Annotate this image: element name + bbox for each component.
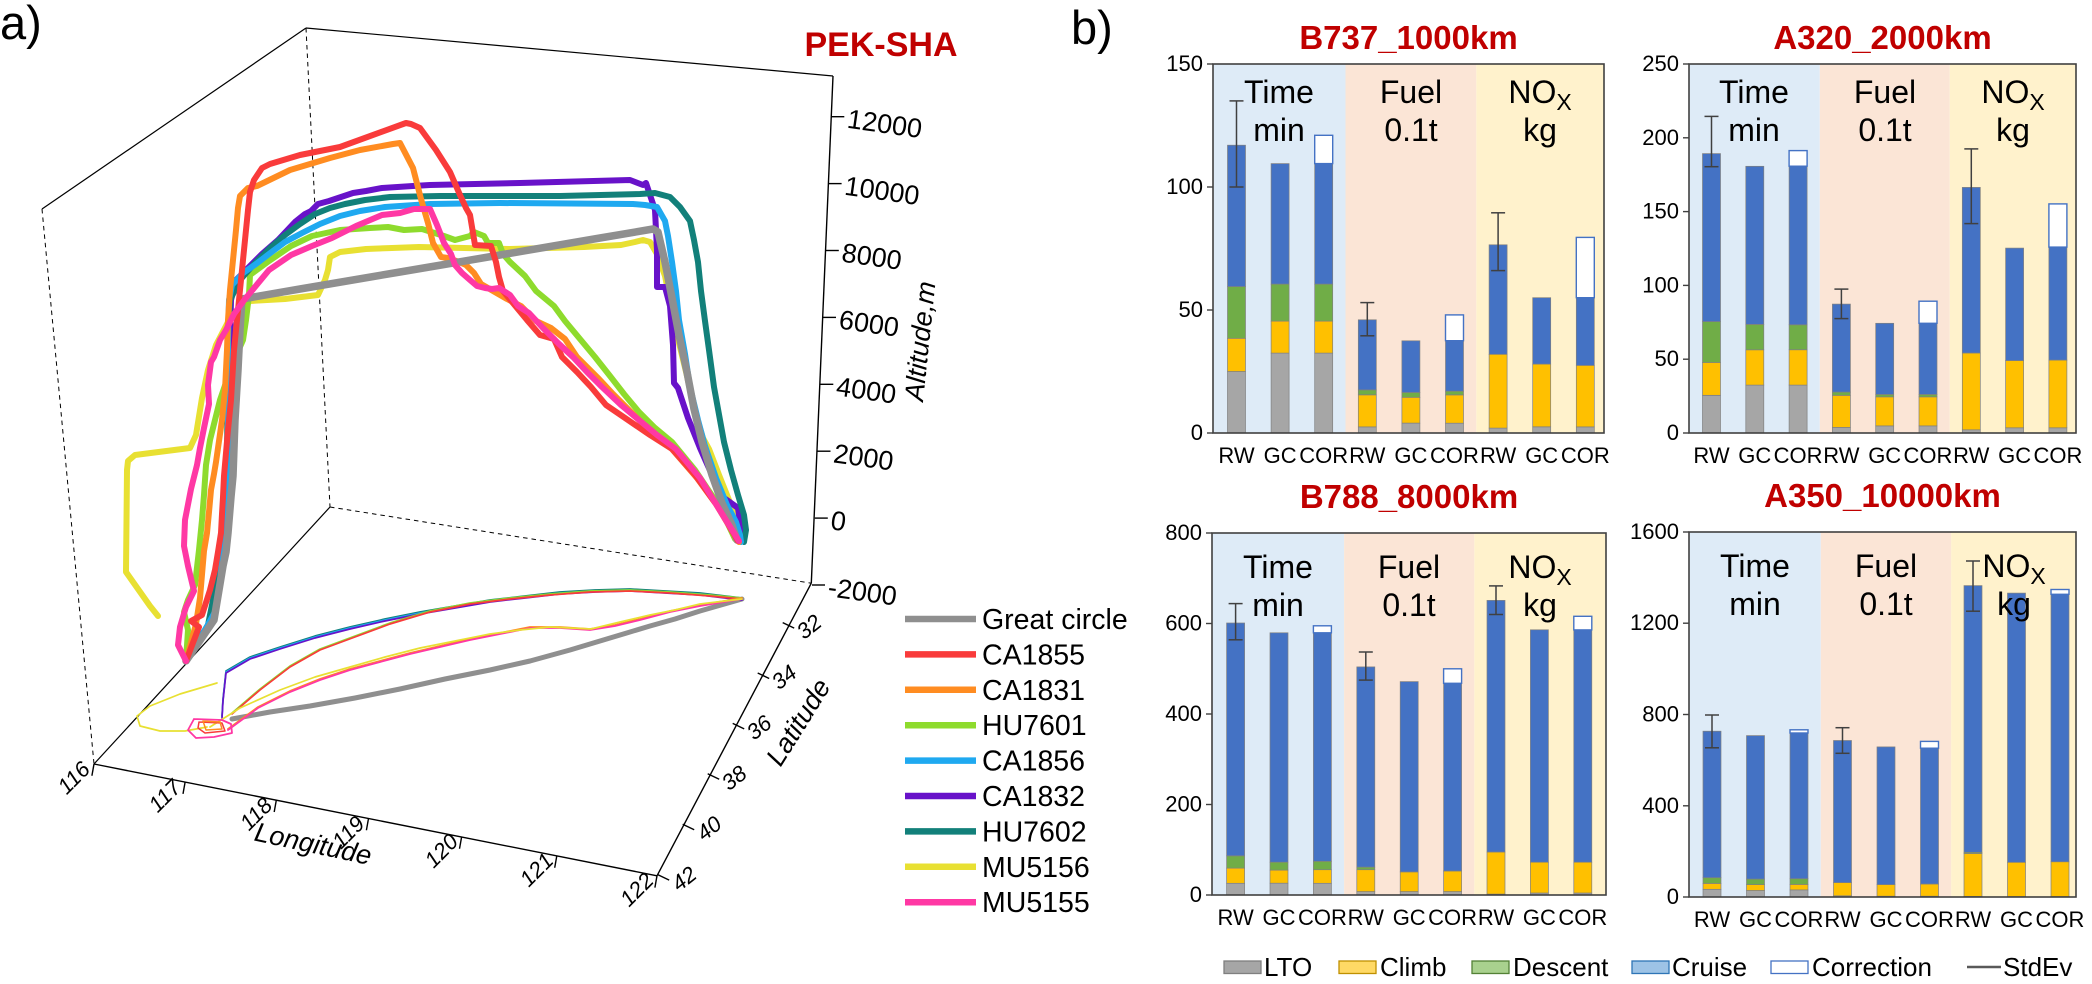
svg-text:COR: COR xyxy=(1774,443,1823,468)
svg-text:1600: 1600 xyxy=(1630,519,1679,544)
svg-text:Fuel: Fuel xyxy=(1855,548,1917,584)
svg-text:Great circle: Great circle xyxy=(982,604,1128,636)
svg-text:0: 0 xyxy=(1191,420,1203,445)
svg-text:Time: Time xyxy=(1244,74,1314,110)
svg-text:50: 50 xyxy=(1655,346,1679,371)
svg-text:B788_8000km: B788_8000km xyxy=(1300,478,1518,515)
svg-text:Climb: Climb xyxy=(1380,952,1446,979)
svg-text:150: 150 xyxy=(1642,199,1679,224)
svg-text:GC: GC xyxy=(1525,443,1558,468)
svg-text:RW: RW xyxy=(1348,905,1384,930)
svg-text:GC: GC xyxy=(1394,443,1427,468)
svg-text:GC: GC xyxy=(1393,905,1426,930)
svg-text:COR: COR xyxy=(1558,905,1607,930)
svg-text:GC: GC xyxy=(1263,905,1296,930)
svg-text:RW: RW xyxy=(1478,905,1514,930)
svg-text:CA1856: CA1856 xyxy=(982,746,1085,778)
svg-text:b): b) xyxy=(1071,1,1113,54)
svg-text:250: 250 xyxy=(1642,51,1679,76)
svg-text:COR: COR xyxy=(1299,443,1348,468)
svg-text:GC: GC xyxy=(1739,907,1772,932)
svg-text:0.1t: 0.1t xyxy=(1384,112,1437,148)
svg-text:min: min xyxy=(1729,586,1781,622)
svg-text:GC: GC xyxy=(1868,443,1901,468)
svg-text:Fuel: Fuel xyxy=(1380,74,1442,110)
svg-text:Fuel: Fuel xyxy=(1378,549,1440,585)
svg-text:150: 150 xyxy=(1166,51,1203,76)
svg-text:kg: kg xyxy=(1996,112,2030,148)
svg-text:PEK-SHA: PEK-SHA xyxy=(804,26,957,64)
svg-text:B737_1000km: B737_1000km xyxy=(1299,19,1517,56)
svg-text:CA1832: CA1832 xyxy=(982,781,1085,813)
svg-text:A350_10000km: A350_10000km xyxy=(1764,477,2001,514)
svg-text:RW: RW xyxy=(1217,905,1253,930)
svg-text:kg: kg xyxy=(1523,587,1557,623)
svg-text:COR: COR xyxy=(2036,907,2085,932)
svg-text:min: min xyxy=(1728,112,1780,148)
svg-text:0.1t: 0.1t xyxy=(1859,586,1912,622)
svg-text:CA1855: CA1855 xyxy=(982,639,1085,671)
svg-text:LTO: LTO xyxy=(1264,952,1312,979)
svg-text:50: 50 xyxy=(1179,297,1203,322)
svg-text:Correction: Correction xyxy=(1812,952,1932,979)
svg-text:Time: Time xyxy=(1720,548,1790,584)
svg-text:Fuel: Fuel xyxy=(1854,74,1916,110)
svg-text:100: 100 xyxy=(1166,174,1203,199)
svg-text:0: 0 xyxy=(1190,882,1202,907)
svg-text:RW: RW xyxy=(1693,443,1729,468)
svg-text:800: 800 xyxy=(1642,702,1679,727)
svg-text:MU5155: MU5155 xyxy=(982,887,1090,919)
svg-text:COR: COR xyxy=(1561,443,1610,468)
svg-text:RW: RW xyxy=(1824,907,1860,932)
svg-text:800: 800 xyxy=(1165,520,1202,545)
svg-text:COR: COR xyxy=(1775,907,1824,932)
svg-text:A320_2000km: A320_2000km xyxy=(1773,19,1991,56)
svg-text:GC: GC xyxy=(1870,907,1903,932)
svg-text:RW: RW xyxy=(1694,907,1730,932)
svg-text:Cruise: Cruise xyxy=(1672,952,1747,979)
svg-text:200: 200 xyxy=(1165,792,1202,817)
svg-text:HU7602: HU7602 xyxy=(982,816,1087,848)
svg-text:1200: 1200 xyxy=(1630,610,1679,635)
svg-text:0.1t: 0.1t xyxy=(1858,112,1911,148)
svg-text:min: min xyxy=(1252,587,1304,623)
svg-text:GC: GC xyxy=(1523,905,1556,930)
svg-text:100: 100 xyxy=(1642,272,1679,297)
svg-text:RW: RW xyxy=(1349,443,1385,468)
svg-text:HU7601: HU7601 xyxy=(982,710,1087,742)
svg-text:400: 400 xyxy=(1642,793,1679,818)
svg-text:Descent: Descent xyxy=(1513,952,1609,979)
svg-text:GC: GC xyxy=(1738,443,1771,468)
svg-text:200: 200 xyxy=(1642,125,1679,150)
svg-text:COR: COR xyxy=(1430,443,1479,468)
svg-text:400: 400 xyxy=(1165,701,1202,726)
svg-text:COR: COR xyxy=(1298,905,1347,930)
svg-text:a): a) xyxy=(0,0,42,49)
svg-text:MU5156: MU5156 xyxy=(982,852,1090,884)
svg-text:GC: GC xyxy=(1998,443,2031,468)
svg-text:CA1831: CA1831 xyxy=(982,675,1085,707)
svg-text:COR: COR xyxy=(1905,907,1954,932)
svg-text:0.1t: 0.1t xyxy=(1382,587,1435,623)
svg-text:RW: RW xyxy=(1218,443,1254,468)
svg-text:COR: COR xyxy=(1428,905,1477,930)
svg-text:min: min xyxy=(1253,112,1305,148)
svg-text:600: 600 xyxy=(1165,611,1202,636)
svg-text:RW: RW xyxy=(1953,443,1989,468)
svg-text:RW: RW xyxy=(1823,443,1859,468)
svg-text:GC: GC xyxy=(2000,907,2033,932)
svg-text:0: 0 xyxy=(1667,420,1679,445)
svg-text:RW: RW xyxy=(1480,443,1516,468)
svg-text:Time: Time xyxy=(1719,74,1789,110)
svg-text:RW: RW xyxy=(1955,907,1991,932)
svg-text:GC: GC xyxy=(1264,443,1297,468)
svg-text:StdEv: StdEv xyxy=(2003,952,2072,979)
svg-text:COR: COR xyxy=(1904,443,1953,468)
svg-text:kg: kg xyxy=(1997,586,2031,622)
svg-text:kg: kg xyxy=(1523,112,1557,148)
svg-text:0: 0 xyxy=(1667,884,1679,909)
svg-text:Time: Time xyxy=(1243,549,1313,585)
svg-text:COR: COR xyxy=(2033,443,2082,468)
